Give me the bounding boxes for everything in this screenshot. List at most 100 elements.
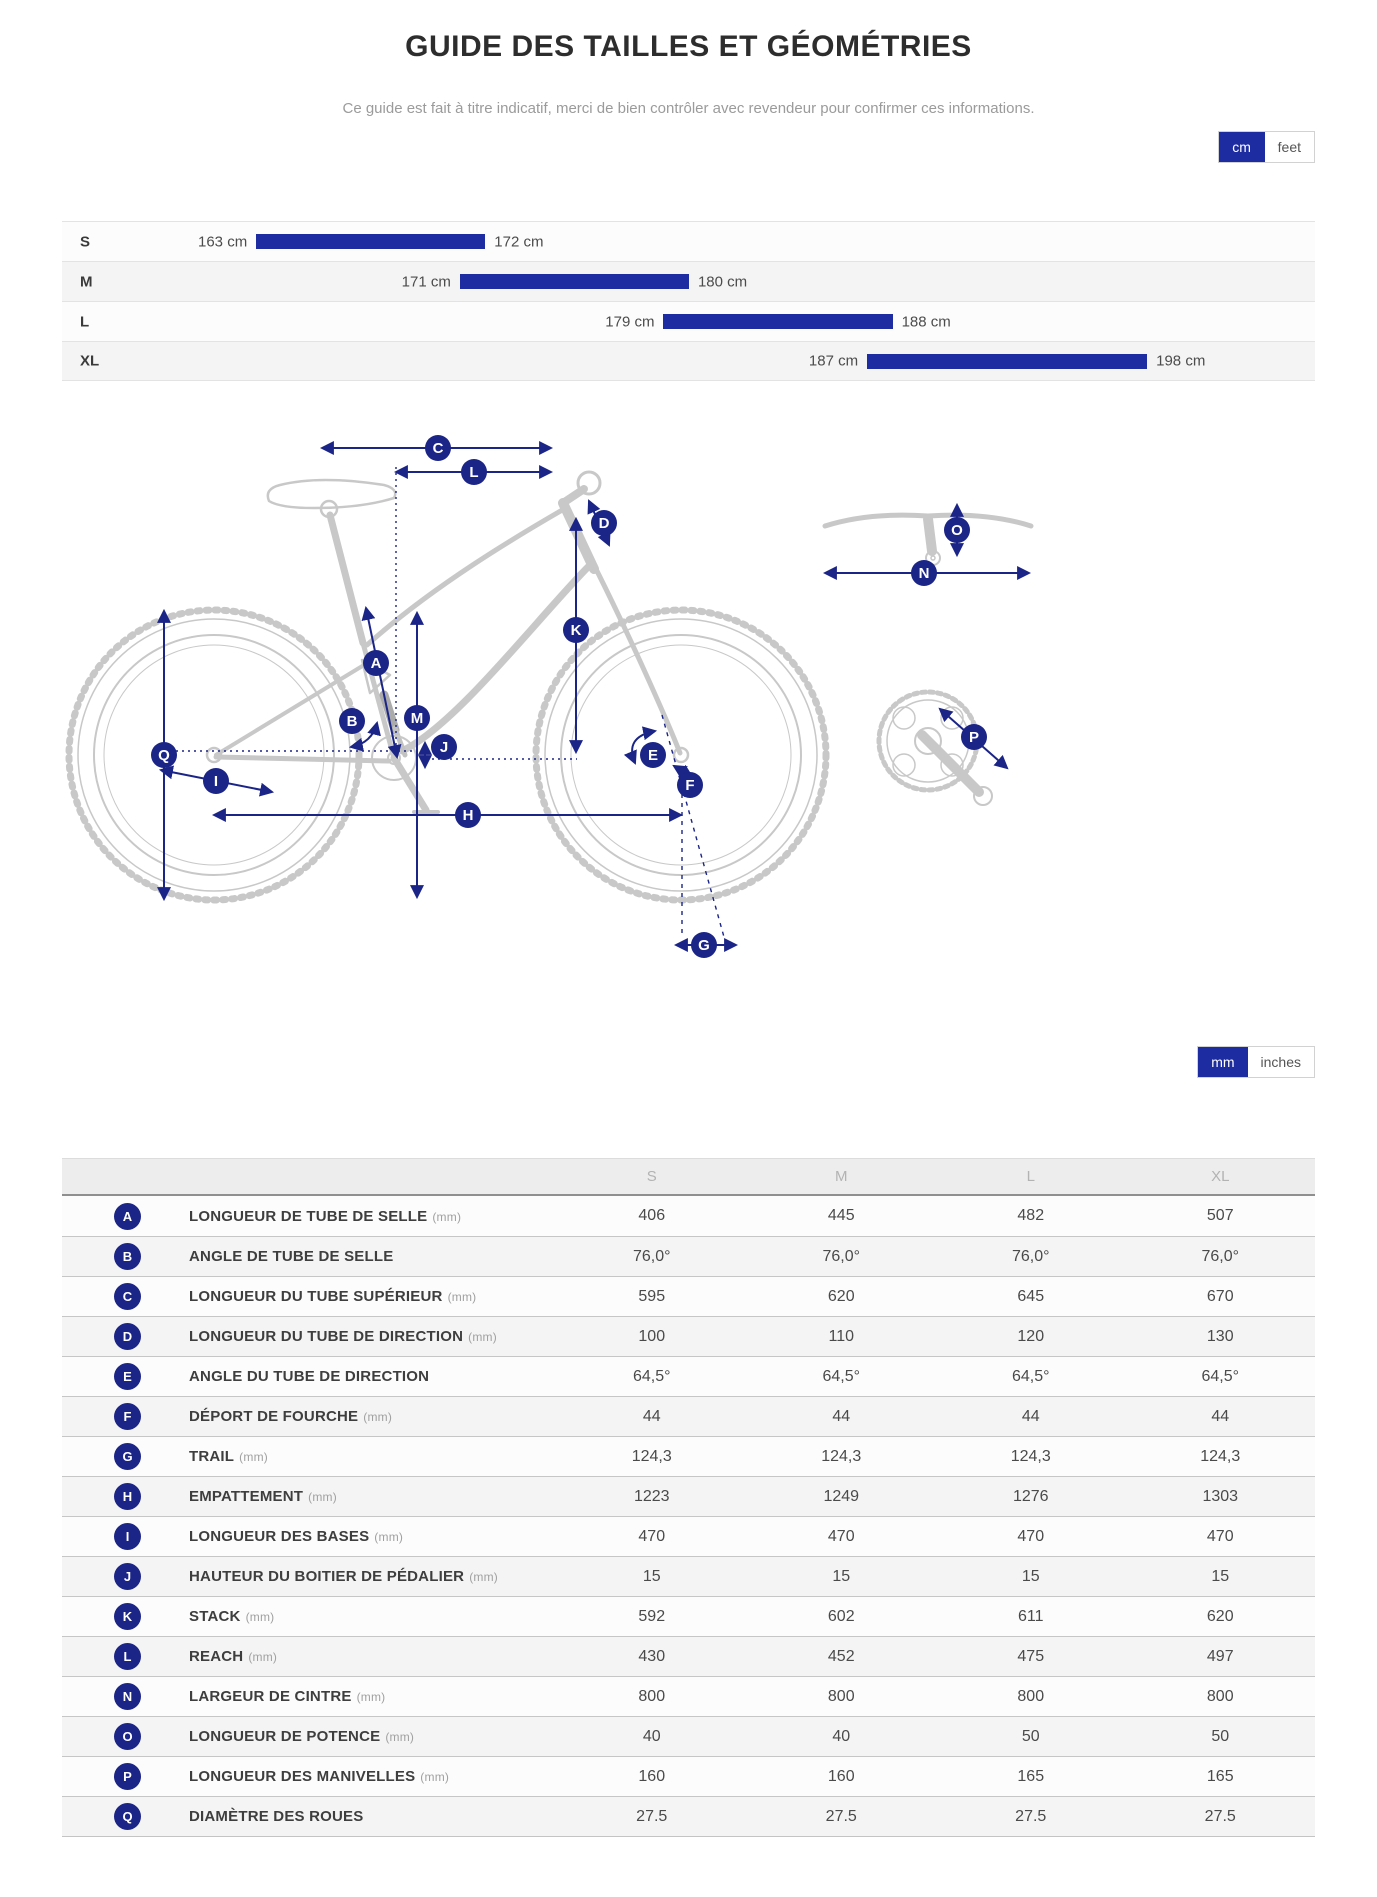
row-unit: (mm) xyxy=(374,1530,404,1544)
row-label: DIAMÈTRE DES ROUES xyxy=(189,1808,364,1825)
svg-text:N: N xyxy=(919,565,930,582)
value-f-m: 44 xyxy=(832,1407,851,1425)
arc-seat-angle xyxy=(348,720,381,752)
value-j-l: 15 xyxy=(1021,1567,1040,1585)
max-height-label: 172 cm xyxy=(494,233,544,250)
height-unit-toggle-row: cm feet xyxy=(62,131,1315,163)
value-j-s: 15 xyxy=(642,1567,661,1585)
row-label: REACH (mm) xyxy=(189,1648,278,1665)
rear-wheel xyxy=(65,606,363,904)
front-wheel xyxy=(532,606,830,904)
table-row-g: G TRAIL (mm) 124,3 124,3 124,3 124,3 xyxy=(62,1436,1315,1476)
height-unit-toggle: cm feet xyxy=(1217,131,1315,163)
table-row-e: E ANGLE DU TUBE DE DIRECTION 64,5° 64,5° 64,… xyxy=(62,1356,1315,1396)
min-height-label: 163 cm xyxy=(198,233,248,250)
value-i-s: 470 xyxy=(638,1527,666,1545)
value-o-m: 40 xyxy=(832,1727,851,1745)
table-row-j: J HAUTEUR DU BOITIER DE PÉDALIER (mm) 15 15 1… xyxy=(62,1556,1315,1596)
toggle-option-mm[interactable]: mm xyxy=(1198,1047,1248,1077)
row-head: B ANGLE DE TUBE DE SELLE xyxy=(62,1243,557,1270)
table-row-i: I LONGUEUR DES BASES (mm) 470 470 470 470 xyxy=(62,1516,1315,1556)
row-letter-badge: H xyxy=(114,1483,141,1510)
toggle-option-inches[interactable]: inches xyxy=(1247,1047,1314,1077)
mm-unit-toggle-row: mm inches xyxy=(62,1046,1315,1078)
value-n-m: 800 xyxy=(827,1687,855,1705)
row-unit: (mm) xyxy=(239,1450,268,1464)
row-letter-badge: A xyxy=(114,1202,141,1230)
row-unit: (mm) xyxy=(245,1610,275,1624)
value-n-s: 800 xyxy=(638,1687,666,1705)
row-label: LONGUEUR DU TUBE SUPÉRIEUR (mm) xyxy=(189,1288,477,1305)
svg-text:B: B xyxy=(347,713,358,730)
row-head: K STACK (mm) xyxy=(62,1603,557,1630)
value-h-s: 1223 xyxy=(633,1487,670,1505)
value-k-l: 611 xyxy=(1017,1607,1044,1625)
badge-G: G xyxy=(691,932,717,958)
row-unit: (mm) xyxy=(248,1650,278,1664)
value-j-xl: 15 xyxy=(1211,1567,1230,1585)
row-head: D LONGUEUR DU TUBE DE DIRECTION (mm) xyxy=(62,1323,557,1350)
value-b-s: 76,0° xyxy=(632,1247,671,1265)
badge-K: K xyxy=(563,617,589,643)
svg-text:L: L xyxy=(469,464,478,481)
svg-text:G: G xyxy=(698,937,710,954)
size-name: M xyxy=(80,273,93,290)
value-h-xl: 1303 xyxy=(1202,1487,1239,1505)
value-a-m: 445 xyxy=(827,1207,855,1224)
height-range-bar xyxy=(459,274,689,289)
row-label: LONGUEUR DES BASES (mm) xyxy=(189,1528,404,1545)
row-letter-badge: B xyxy=(114,1243,141,1270)
arc-head-angle xyxy=(623,726,658,765)
badge-O: O xyxy=(944,517,970,543)
mm-unit-toggle: mm inches xyxy=(1197,1046,1315,1078)
max-height-label: 198 cm xyxy=(1156,352,1206,370)
badge-J: J xyxy=(431,734,457,760)
row-unit: (mm) xyxy=(363,1410,393,1424)
badge-P: P xyxy=(961,724,987,750)
toggle-option-cm[interactable]: cm xyxy=(1218,132,1265,162)
row-head: N LARGEUR DE CINTRE (mm) xyxy=(62,1683,557,1710)
value-a-s: 406 xyxy=(638,1207,666,1224)
value-g-m: 124,3 xyxy=(821,1447,862,1465)
row-label: LONGUEUR DE TUBE DE SELLE (mm) xyxy=(189,1207,462,1225)
row-head: P LONGUEUR DES MANIVELLES (mm) xyxy=(62,1763,557,1790)
row-label: EMPATTEMENT (mm) xyxy=(189,1488,337,1505)
row-unit: (mm) xyxy=(420,1770,450,1784)
min-height-label: 171 cm xyxy=(401,273,451,290)
badge-N: N xyxy=(911,560,937,586)
value-a-l: 482 xyxy=(1017,1207,1045,1224)
svg-text:J: J xyxy=(440,739,448,756)
svg-text:M: M xyxy=(411,710,424,727)
bike-side-view xyxy=(65,441,830,952)
row-label: ANGLE DE TUBE DE SELLE xyxy=(189,1248,394,1265)
table-row-a: A LONGUEUR DE TUBE DE SELLE (mm) 406 445 482 5… xyxy=(62,1196,1315,1236)
row-label: HAUTEUR DU BOITIER DE PÉDALIER (mm) xyxy=(189,1568,498,1585)
value-b-xl: 76,0° xyxy=(1201,1247,1240,1265)
value-l-m: 452 xyxy=(827,1647,855,1665)
row-letter-badge: I xyxy=(114,1523,141,1550)
value-d-s: 100 xyxy=(638,1327,666,1345)
size-row-l: L 179 cm 188 cm xyxy=(62,301,1315,341)
svg-text:P: P xyxy=(969,729,979,746)
size-name: XL xyxy=(80,352,100,370)
value-q-l: 27.5 xyxy=(1015,1807,1047,1825)
table-row-h: H EMPATTEMENT (mm) 1223 1249 1276 1303 xyxy=(62,1476,1315,1516)
column-header-s: S xyxy=(646,1168,657,1185)
row-letter-badge: N xyxy=(114,1683,141,1710)
table-row-n: N LARGEUR DE CINTRE (mm) 800 800 800 800 xyxy=(62,1676,1315,1716)
row-head: E ANGLE DU TUBE DE DIRECTION xyxy=(62,1363,557,1390)
value-e-l: 64,5° xyxy=(1011,1367,1050,1385)
row-head: C LONGUEUR DU TUBE SUPÉRIEUR (mm) xyxy=(62,1283,557,1310)
value-k-m: 602 xyxy=(827,1607,855,1625)
table-row-b: B ANGLE DE TUBE DE SELLE 76,0° 76,0° 76,0° 76… xyxy=(62,1236,1315,1276)
row-head: A LONGUEUR DE TUBE DE SELLE (mm) xyxy=(62,1202,557,1230)
badge-C: C xyxy=(425,435,451,461)
svg-text:A: A xyxy=(371,655,382,672)
value-f-s: 44 xyxy=(642,1407,661,1425)
table-row-l: L REACH (mm) 430 452 475 497 xyxy=(62,1636,1315,1676)
badge-Q: Q xyxy=(151,742,177,768)
toggle-option-feet[interactable]: feet xyxy=(1264,132,1314,162)
badge-D: D xyxy=(591,510,617,536)
row-letter-badge: D xyxy=(114,1323,141,1350)
row-letter-badge: G xyxy=(114,1443,141,1470)
